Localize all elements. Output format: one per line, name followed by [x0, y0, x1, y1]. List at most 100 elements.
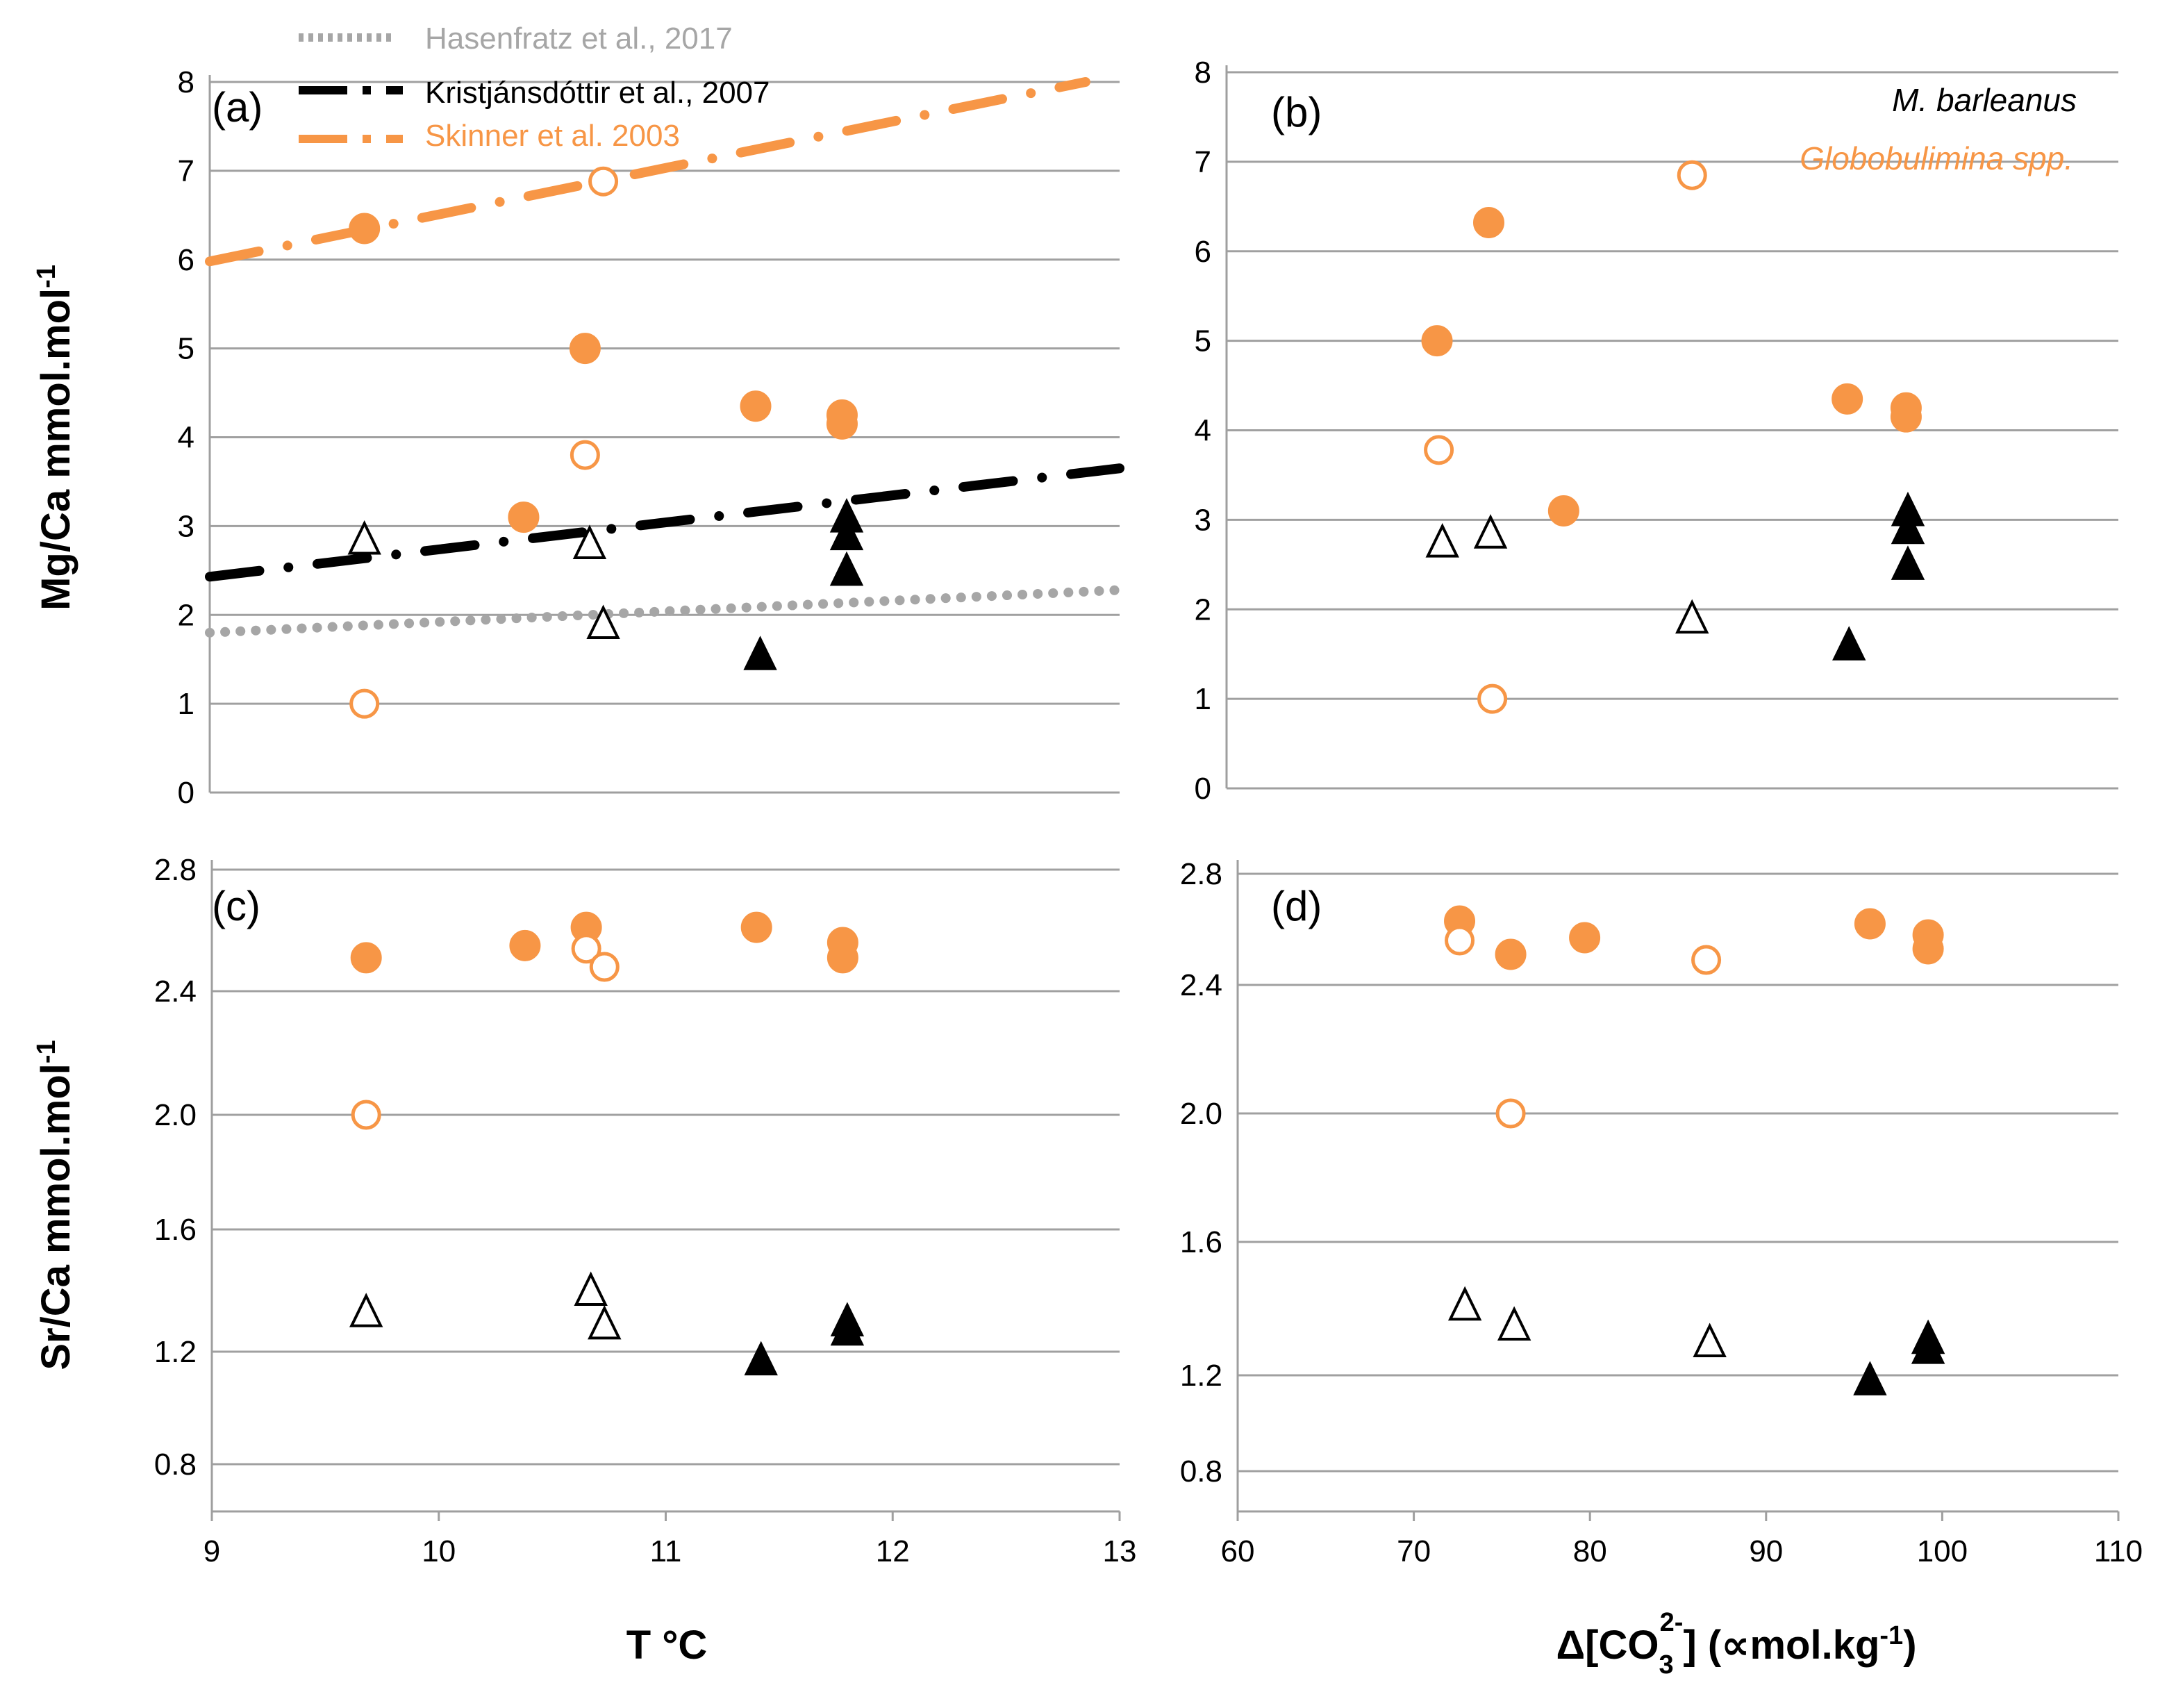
panel-b: 0 1 2 3 4 5 6 7 8 (b): [1195, 56, 2118, 806]
y-axis-title-sr-ca-sup: -1: [32, 1040, 61, 1063]
y-tick-label-a: 6: [178, 243, 194, 277]
y-tick-label-c: 0.8: [154, 1448, 197, 1482]
open-circle-point: [571, 934, 601, 964]
y-tick-label-c: 2.4: [154, 975, 197, 1009]
filled-circle-point: [1912, 933, 1944, 965]
x-axis-title-temperature: T °C: [626, 1623, 708, 1668]
x-axis-title-delta-co3-prefix: Δ[CO: [1556, 1623, 1659, 1668]
y-axis-title-mg-ca-sup: -1: [32, 265, 61, 288]
y-tick-label-a: 4: [178, 421, 194, 455]
open-triangle-point: [347, 520, 381, 555]
open-circle-point: [1691, 945, 1722, 975]
panel-label-c: (c): [212, 883, 260, 929]
panel-label-b: (b): [1271, 89, 1322, 135]
x-axis-title-delta-co3-sub: 3: [1659, 1650, 1674, 1680]
y-tick-label-d: 2.4: [1180, 968, 1222, 1002]
y-axis-title-mg-ca: Mg/Ca mmol.mol-1: [32, 265, 78, 611]
legend-label-hasenfratz: Hasenfratz et al., 2017: [425, 22, 733, 56]
filled-circle-point: [1547, 495, 1579, 527]
filled-circle-point: [569, 333, 601, 365]
open-triangle-point: [1473, 514, 1508, 549]
open-triangle-point: [1497, 1306, 1531, 1341]
x-axis-title-delta-co3-sup: 2-: [1660, 1608, 1684, 1637]
open-triangle-point: [574, 1271, 608, 1306]
x-tick-label-c: 13: [1103, 1534, 1137, 1568]
filled-circle-point: [1569, 922, 1601, 954]
y-axis-title-mg-ca-text: Mg/Ca mmol.mol: [33, 288, 78, 611]
open-triangle-point: [1447, 1286, 1482, 1321]
filled-circle-point: [826, 408, 858, 440]
x-tick-label-d: 60: [1221, 1534, 1255, 1568]
open-triangle-point: [349, 1293, 383, 1327]
y-tick-label-d: 2.8: [1180, 857, 1222, 891]
species-label-m-barleanus: M. barleanus: [1892, 82, 2077, 118]
filled-circle-point: [1421, 325, 1453, 357]
filled-circle-point: [508, 501, 540, 533]
filled-circle-point: [1832, 383, 1863, 415]
filled-circle-point: [1890, 401, 1922, 433]
legend-label-kristjansdottir: Kristjánsdóttir et al., 2007: [425, 76, 770, 110]
x-axis-title-delta-co3-unit-sup: -1: [1879, 1621, 1903, 1650]
y-tick-label-b: 8: [1195, 56, 1211, 90]
x-tick-label-d: 110: [2094, 1534, 2143, 1568]
filled-triangle-point: [830, 1311, 865, 1346]
y-tick-label-a: 8: [178, 65, 194, 99]
x-tick-label-c: 9: [204, 1534, 220, 1568]
y-tick-label-c: 2.0: [154, 1098, 197, 1132]
filled-circle-point: [350, 942, 382, 974]
filled-triangle-point: [1832, 626, 1866, 661]
open-triangle-point: [586, 604, 620, 640]
y-tick-label-d: 0.8: [1180, 1454, 1222, 1489]
filled-circle-point: [1472, 207, 1504, 239]
y-tick-label-b: 2: [1195, 592, 1211, 627]
y-tick-label-a: 0: [178, 776, 194, 810]
y-tick-label-b: 5: [1195, 324, 1211, 358]
x-tick-label-d: 80: [1573, 1534, 1607, 1568]
y-tick-label-d: 1.6: [1180, 1225, 1222, 1259]
filled-circle-point: [509, 929, 541, 961]
species-label-globobulimina: Globobulimina spp.: [1800, 140, 2073, 176]
open-triangle-point: [1675, 599, 1709, 634]
open-circle-point: [1424, 435, 1454, 465]
filled-triangle-point: [1853, 1361, 1887, 1395]
x-tick-label-d: 90: [1749, 1534, 1783, 1568]
open-circle-point: [349, 688, 380, 719]
y-tick-label-c: 2.8: [154, 853, 197, 887]
panel-c: 0.8 1.2 1.6 2.0 2.4 2.8 9 10 11 12 13 (c): [154, 853, 1137, 1568]
y-tick-label-c: 1.2: [154, 1335, 197, 1369]
open-circle-point: [1495, 1098, 1526, 1129]
filled-triangle-point: [1891, 545, 1925, 580]
x-tick-label-c: 12: [876, 1534, 910, 1568]
y-tick-label-a: 5: [178, 332, 194, 366]
x-tick-label-c: 11: [650, 1534, 682, 1568]
y-tick-label-b: 3: [1195, 503, 1211, 537]
x-tick-label-c: 10: [422, 1534, 456, 1568]
open-circle-point: [588, 166, 619, 197]
trend-line-kristjánsdóttir: [205, 463, 1124, 582]
filled-circle-point: [1854, 908, 1886, 940]
legend-label-skinner: Skinner et al. 2003: [425, 119, 680, 153]
y-axis-title-sr-ca: Sr/Ca mmol.mol-1: [32, 1040, 78, 1370]
legend: Hasenfratz et al., 2017 Kristjánsdóttir …: [299, 22, 770, 153]
y-axis-title-sr-ca-text: Sr/Ca mmol.mol: [33, 1063, 78, 1370]
trend-line-hasenfratz: [205, 585, 1124, 638]
y-tick-label-b: 1: [1195, 682, 1211, 716]
open-circle-point: [1477, 683, 1508, 714]
filled-triangle-point: [1911, 1329, 1945, 1364]
filled-triangle-point: [744, 1341, 778, 1376]
y-tick-label-d: 2.0: [1180, 1097, 1222, 1131]
x-axis-title-delta-co3-close: ): [1903, 1623, 1916, 1668]
open-circle-point: [351, 1100, 381, 1130]
filled-triangle-point: [829, 551, 864, 586]
open-circle-point: [570, 440, 600, 470]
panel-label-a: (a): [212, 84, 263, 131]
filled-triangle-point: [1891, 509, 1925, 545]
x-tick-label-d: 100: [1917, 1534, 1968, 1568]
y-tick-label-a: 1: [178, 687, 194, 721]
filled-triangle-point: [829, 515, 864, 551]
y-tick-label-b: 0: [1195, 772, 1211, 806]
y-tick-label-a: 7: [178, 154, 194, 188]
open-triangle-point: [1425, 523, 1459, 558]
open-circle-point: [589, 952, 620, 982]
